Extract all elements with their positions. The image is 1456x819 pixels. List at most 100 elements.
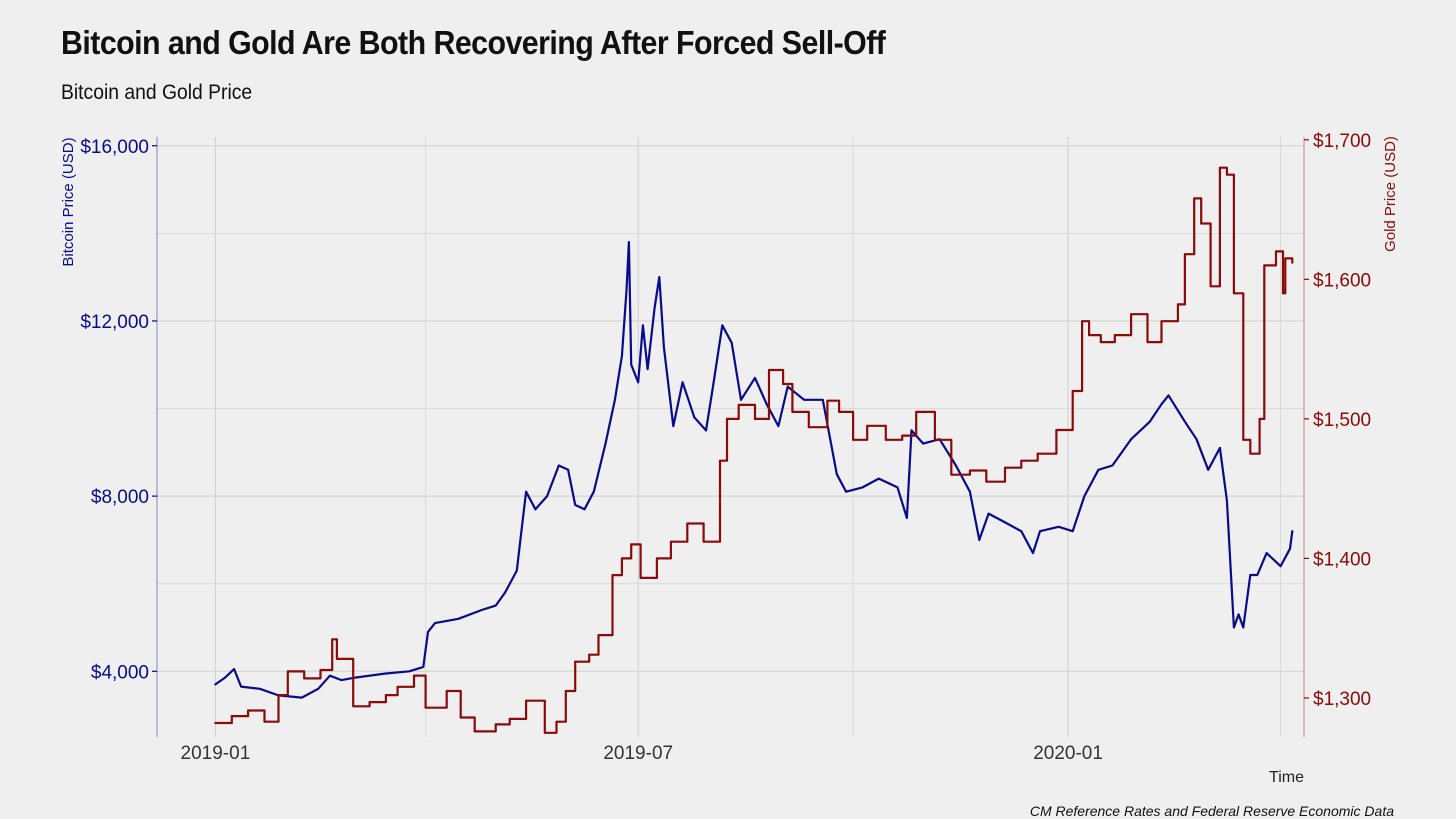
gold-data-point bbox=[807, 426, 810, 429]
left-tick-label: $8,000 bbox=[91, 487, 149, 508]
gold-data-point bbox=[901, 434, 904, 437]
gold-data-point bbox=[826, 399, 829, 402]
bitcoin-data-point bbox=[1160, 403, 1163, 406]
gold-data-point bbox=[950, 473, 953, 476]
bitcoin-data-point bbox=[1233, 626, 1235, 629]
gold-data-point bbox=[1081, 320, 1083, 323]
gold-data-point bbox=[1193, 197, 1196, 200]
left-axis-title: Bitcoin Price (USD) bbox=[60, 137, 77, 266]
gold-data-point bbox=[1183, 253, 1186, 256]
bitcoin-data-point bbox=[861, 486, 864, 489]
gold-data-point bbox=[1233, 292, 1235, 295]
bitcoin-data-point bbox=[1111, 464, 1114, 467]
gold-data-point bbox=[1284, 257, 1287, 260]
bitcoin-data-point bbox=[754, 376, 756, 379]
gold-data-point bbox=[1036, 452, 1039, 455]
bitcoin-data-point bbox=[1032, 552, 1034, 554]
right-tick-label: $1,300 bbox=[1313, 689, 1371, 710]
bitcoin-data-point bbox=[494, 604, 497, 607]
bitcoin-data-point bbox=[328, 674, 331, 677]
gold-data-point bbox=[985, 480, 988, 483]
bitcoin-data-point bbox=[1183, 420, 1186, 423]
bitcoin-data-point bbox=[1057, 525, 1060, 528]
gold-data-point bbox=[214, 722, 217, 724]
gold-data-point bbox=[543, 731, 546, 734]
gold-data-point bbox=[494, 723, 497, 726]
gold-data-point bbox=[768, 369, 770, 371]
gold-data-point bbox=[611, 574, 614, 577]
gold-data-point bbox=[726, 417, 728, 420]
bitcoin-data-point bbox=[987, 512, 990, 515]
bitcoin-data-point bbox=[504, 591, 506, 594]
bitcoin-data-point bbox=[1242, 626, 1245, 629]
bitcoin-data-point bbox=[557, 464, 560, 467]
x-tick-label: 2020-01 bbox=[1033, 743, 1103, 764]
gold-data-point bbox=[1146, 341, 1149, 344]
bitcoin-data-point bbox=[1004, 521, 1006, 524]
gold-data-point bbox=[1258, 417, 1261, 420]
gold-data-point bbox=[1249, 452, 1252, 455]
bitcoin-data-point bbox=[1249, 574, 1252, 576]
bitcoin-data-point bbox=[546, 495, 549, 498]
bitcoin-data-point bbox=[712, 385, 714, 388]
bitcoin-data-point bbox=[637, 381, 640, 384]
gold-data-point bbox=[1176, 303, 1179, 306]
gold-data-point bbox=[230, 715, 233, 717]
gold-data-point bbox=[413, 674, 415, 677]
gold-data-point bbox=[719, 459, 721, 462]
bitcoin-data-point bbox=[1020, 530, 1023, 533]
gold-data-point bbox=[263, 720, 266, 723]
bitcoin-data-point bbox=[1265, 552, 1268, 554]
bitcoin-data-point bbox=[978, 539, 981, 541]
bitcoin-data-point bbox=[641, 324, 644, 327]
bitcoin-data-point bbox=[583, 508, 586, 511]
gold-data-point bbox=[247, 709, 250, 712]
gold-data-point bbox=[1282, 292, 1284, 295]
bitcoin-data-point bbox=[525, 490, 527, 493]
bitcoin-data-point bbox=[786, 385, 789, 388]
x-tick-label: 2019-01 bbox=[181, 743, 251, 764]
bitcoin-data-point bbox=[896, 486, 899, 489]
gold-data-point bbox=[319, 669, 322, 671]
right-tick-label: $1,400 bbox=[1313, 549, 1371, 570]
gold-data-point bbox=[915, 410, 918, 413]
x-axis-title: Time bbox=[1269, 769, 1304, 786]
left-tick-label: $12,000 bbox=[80, 312, 149, 333]
bitcoin-data-point bbox=[592, 490, 595, 493]
right-axis-title: Gold Price (USD) bbox=[1382, 136, 1399, 252]
left-tick-label: $16,000 bbox=[80, 137, 149, 158]
gold-data-point bbox=[702, 540, 705, 543]
bitcoin-data-point bbox=[1148, 420, 1151, 423]
gold-data-point bbox=[934, 438, 936, 441]
gold-data-point bbox=[1209, 285, 1212, 288]
bitcoin-data-point bbox=[408, 670, 411, 673]
gold-data-point bbox=[1020, 459, 1023, 462]
bitcoin-data-point bbox=[258, 687, 261, 690]
gold-data-point bbox=[1099, 341, 1102, 344]
gold-data-point bbox=[630, 543, 633, 546]
bitcoin-data-point bbox=[620, 355, 623, 357]
gold-data-point bbox=[884, 438, 887, 441]
bitcoin-data-point bbox=[681, 381, 684, 384]
gold-data-point bbox=[303, 677, 306, 680]
gold-data-point bbox=[1004, 466, 1006, 469]
gold-data-point bbox=[525, 699, 527, 702]
bitcoin-data-point bbox=[613, 398, 616, 401]
bitcoin-data-point bbox=[663, 346, 665, 349]
bitcoin-data-point bbox=[340, 679, 343, 681]
bitcoin-data-point bbox=[457, 617, 460, 620]
gold-data-point bbox=[597, 634, 600, 637]
gold-data-point bbox=[754, 417, 756, 420]
bitcoin-data-point bbox=[803, 398, 805, 401]
gold-data-point bbox=[1226, 173, 1228, 176]
axis-labels: $4,000 $8,000 $12,000 $16,000 $1,300 $1,400 $1… bbox=[60, 131, 1399, 786]
left-tick-label: $4,000 bbox=[91, 662, 149, 683]
chart-title: Bitcoin and Gold Are Both Recovering Aft… bbox=[61, 24, 886, 61]
bitcoin-data-point bbox=[300, 696, 303, 699]
gold-data-point bbox=[838, 410, 841, 413]
gold-data-point bbox=[564, 690, 567, 692]
gold-series-line bbox=[214, 166, 1294, 734]
bitcoin-data-point bbox=[835, 473, 838, 476]
gold-data-point bbox=[782, 383, 784, 385]
series-lines bbox=[214, 166, 1294, 734]
